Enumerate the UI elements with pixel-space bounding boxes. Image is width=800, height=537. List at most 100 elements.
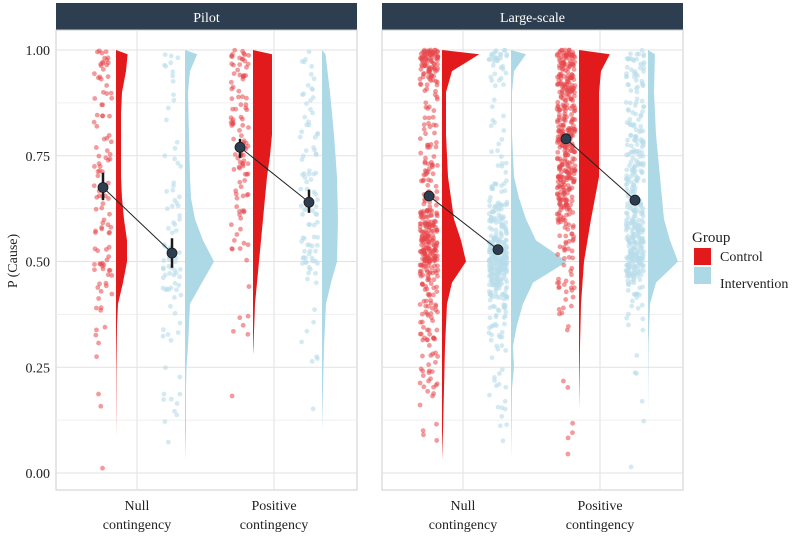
density-intervention [511, 50, 567, 461]
data-point [567, 127, 573, 132]
x-tick-label: Null [451, 499, 476, 514]
data-point [627, 163, 632, 168]
mean-point [560, 133, 572, 145]
data-point [557, 50, 563, 56]
data-point [558, 122, 564, 128]
data-point [244, 171, 250, 177]
data-point [228, 222, 234, 228]
legend-title: Group [692, 230, 730, 246]
data-point [305, 242, 311, 248]
data-point [422, 60, 428, 66]
data-point [234, 232, 240, 237]
data-point [571, 126, 577, 132]
data-point [489, 355, 495, 361]
data-point [229, 54, 235, 60]
data-point [628, 51, 633, 57]
data-point [244, 95, 249, 101]
data-point [434, 256, 440, 262]
data-point [638, 124, 644, 129]
data-point [417, 249, 423, 254]
data-point [170, 78, 176, 84]
data-point [313, 191, 319, 197]
data-point [563, 97, 569, 103]
data-point [625, 201, 630, 207]
data-point [566, 47, 572, 53]
data-point [434, 196, 440, 202]
data-point [424, 82, 430, 88]
data-point [161, 397, 167, 402]
data-point [93, 305, 99, 311]
data-point [626, 322, 631, 328]
data-point [426, 327, 432, 333]
data-point [238, 184, 244, 190]
data-point [421, 71, 427, 76]
data-point [570, 430, 575, 436]
data-point [173, 228, 179, 233]
data-point [245, 331, 251, 337]
data-point [493, 383, 499, 389]
data-point [172, 156, 178, 162]
data-point [501, 214, 507, 220]
data-point [177, 374, 183, 380]
data-point [565, 385, 571, 390]
data-point [570, 420, 576, 426]
data-point [639, 47, 645, 53]
data-point [307, 266, 313, 272]
panel-large-scale: Large-scale Null contingency Positive contin… [381, 3, 684, 533]
data-point [489, 273, 494, 279]
data-point [92, 164, 97, 169]
data-point [490, 238, 496, 244]
data-point [417, 224, 423, 230]
data-point [569, 112, 574, 117]
data-point [240, 322, 246, 328]
data-point [571, 178, 577, 184]
data-point [498, 206, 504, 212]
data-point [571, 53, 577, 59]
data-point [304, 179, 309, 185]
data-point [96, 153, 102, 159]
mean-point [423, 190, 435, 202]
data-point [302, 248, 307, 254]
data-point [504, 422, 509, 428]
data-point [421, 324, 426, 330]
data-point [92, 71, 97, 77]
data-point [627, 122, 633, 128]
data-point [640, 284, 646, 290]
data-point [501, 271, 507, 277]
data-point [640, 160, 646, 166]
data-point [555, 99, 561, 105]
data-point [639, 98, 645, 104]
data-point [629, 298, 635, 304]
data-point [171, 92, 176, 98]
data-point [420, 353, 425, 359]
data-point [174, 139, 180, 145]
data-point [561, 282, 567, 287]
data-point [240, 163, 246, 169]
data-point [558, 174, 564, 179]
data-point [102, 324, 108, 330]
data-point [633, 173, 639, 178]
data-point [556, 276, 561, 282]
data-point [302, 114, 308, 120]
data-point [502, 290, 508, 296]
data-point [571, 223, 576, 229]
data-point [554, 106, 560, 112]
data-point [494, 343, 500, 349]
data-point [229, 96, 235, 102]
data-point [492, 217, 498, 223]
data-point [434, 327, 440, 333]
data-point [503, 253, 509, 259]
data-point [430, 292, 436, 298]
data-point [562, 225, 568, 230]
data-point [168, 53, 174, 59]
data-point [94, 354, 99, 360]
data-point [557, 128, 563, 133]
data-point [174, 412, 180, 418]
data-point [493, 227, 499, 233]
data-point [419, 311, 425, 317]
data-point [561, 73, 567, 79]
data-point [106, 133, 112, 138]
data-point [171, 97, 177, 103]
data-point [424, 86, 430, 92]
data-point [626, 82, 631, 88]
